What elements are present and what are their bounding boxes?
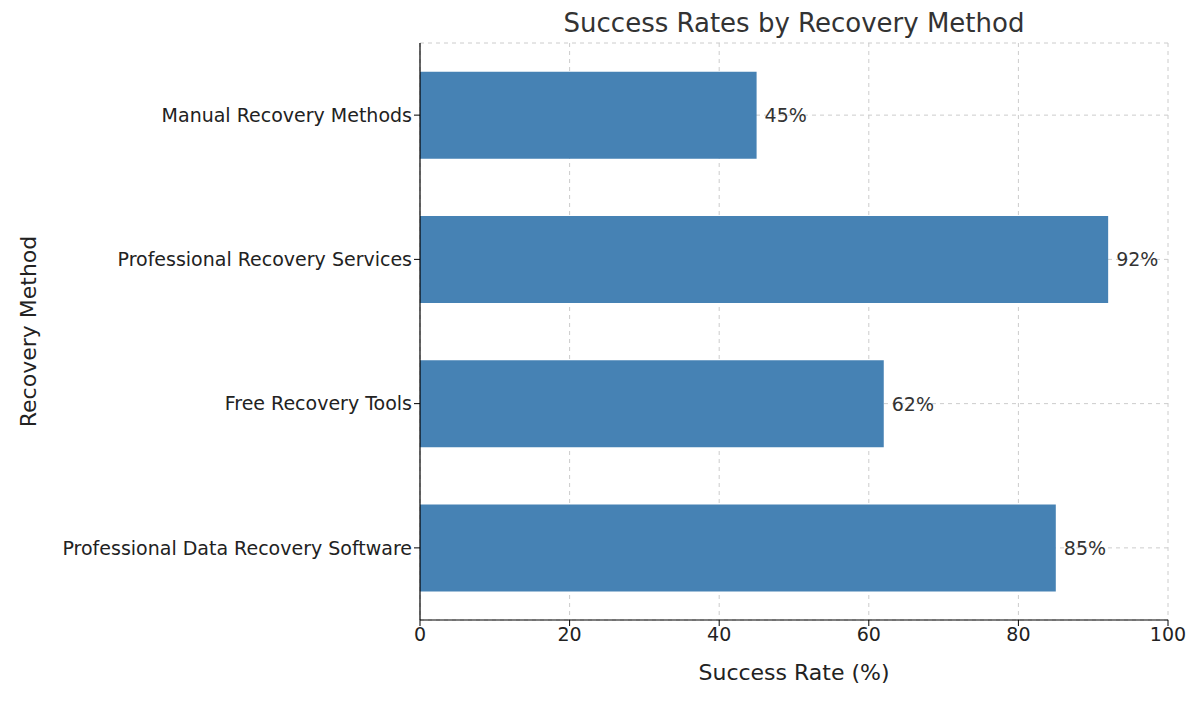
svg-text:Manual Recovery Methods: Manual Recovery Methods [162,104,412,126]
svg-text:60: 60 [857,623,881,645]
svg-text:62%: 62% [892,393,934,415]
svg-text:100: 100 [1150,623,1186,645]
svg-text:92%: 92% [1116,248,1158,270]
svg-text:45%: 45% [765,104,807,126]
svg-text:80: 80 [1006,623,1030,645]
svg-text:20: 20 [558,623,582,645]
svg-text:Success Rate (%): Success Rate (%) [698,660,889,685]
svg-text:0: 0 [414,623,426,645]
svg-text:Professional Data Recovery Sof: Professional Data Recovery Software [62,537,412,559]
svg-text:Professional Recovery Services: Professional Recovery Services [118,248,412,270]
html-text:Success Rates by Recovery Meth: Success Rates by Recovery Method [563,8,1025,38]
svg-text:85%: 85% [1064,537,1106,559]
svg-text:Free Recovery Tools: Free Recovery Tools [225,392,412,414]
svg-text:40: 40 [707,623,731,645]
svg-text:Recovery Method: Recovery Method [16,236,41,428]
